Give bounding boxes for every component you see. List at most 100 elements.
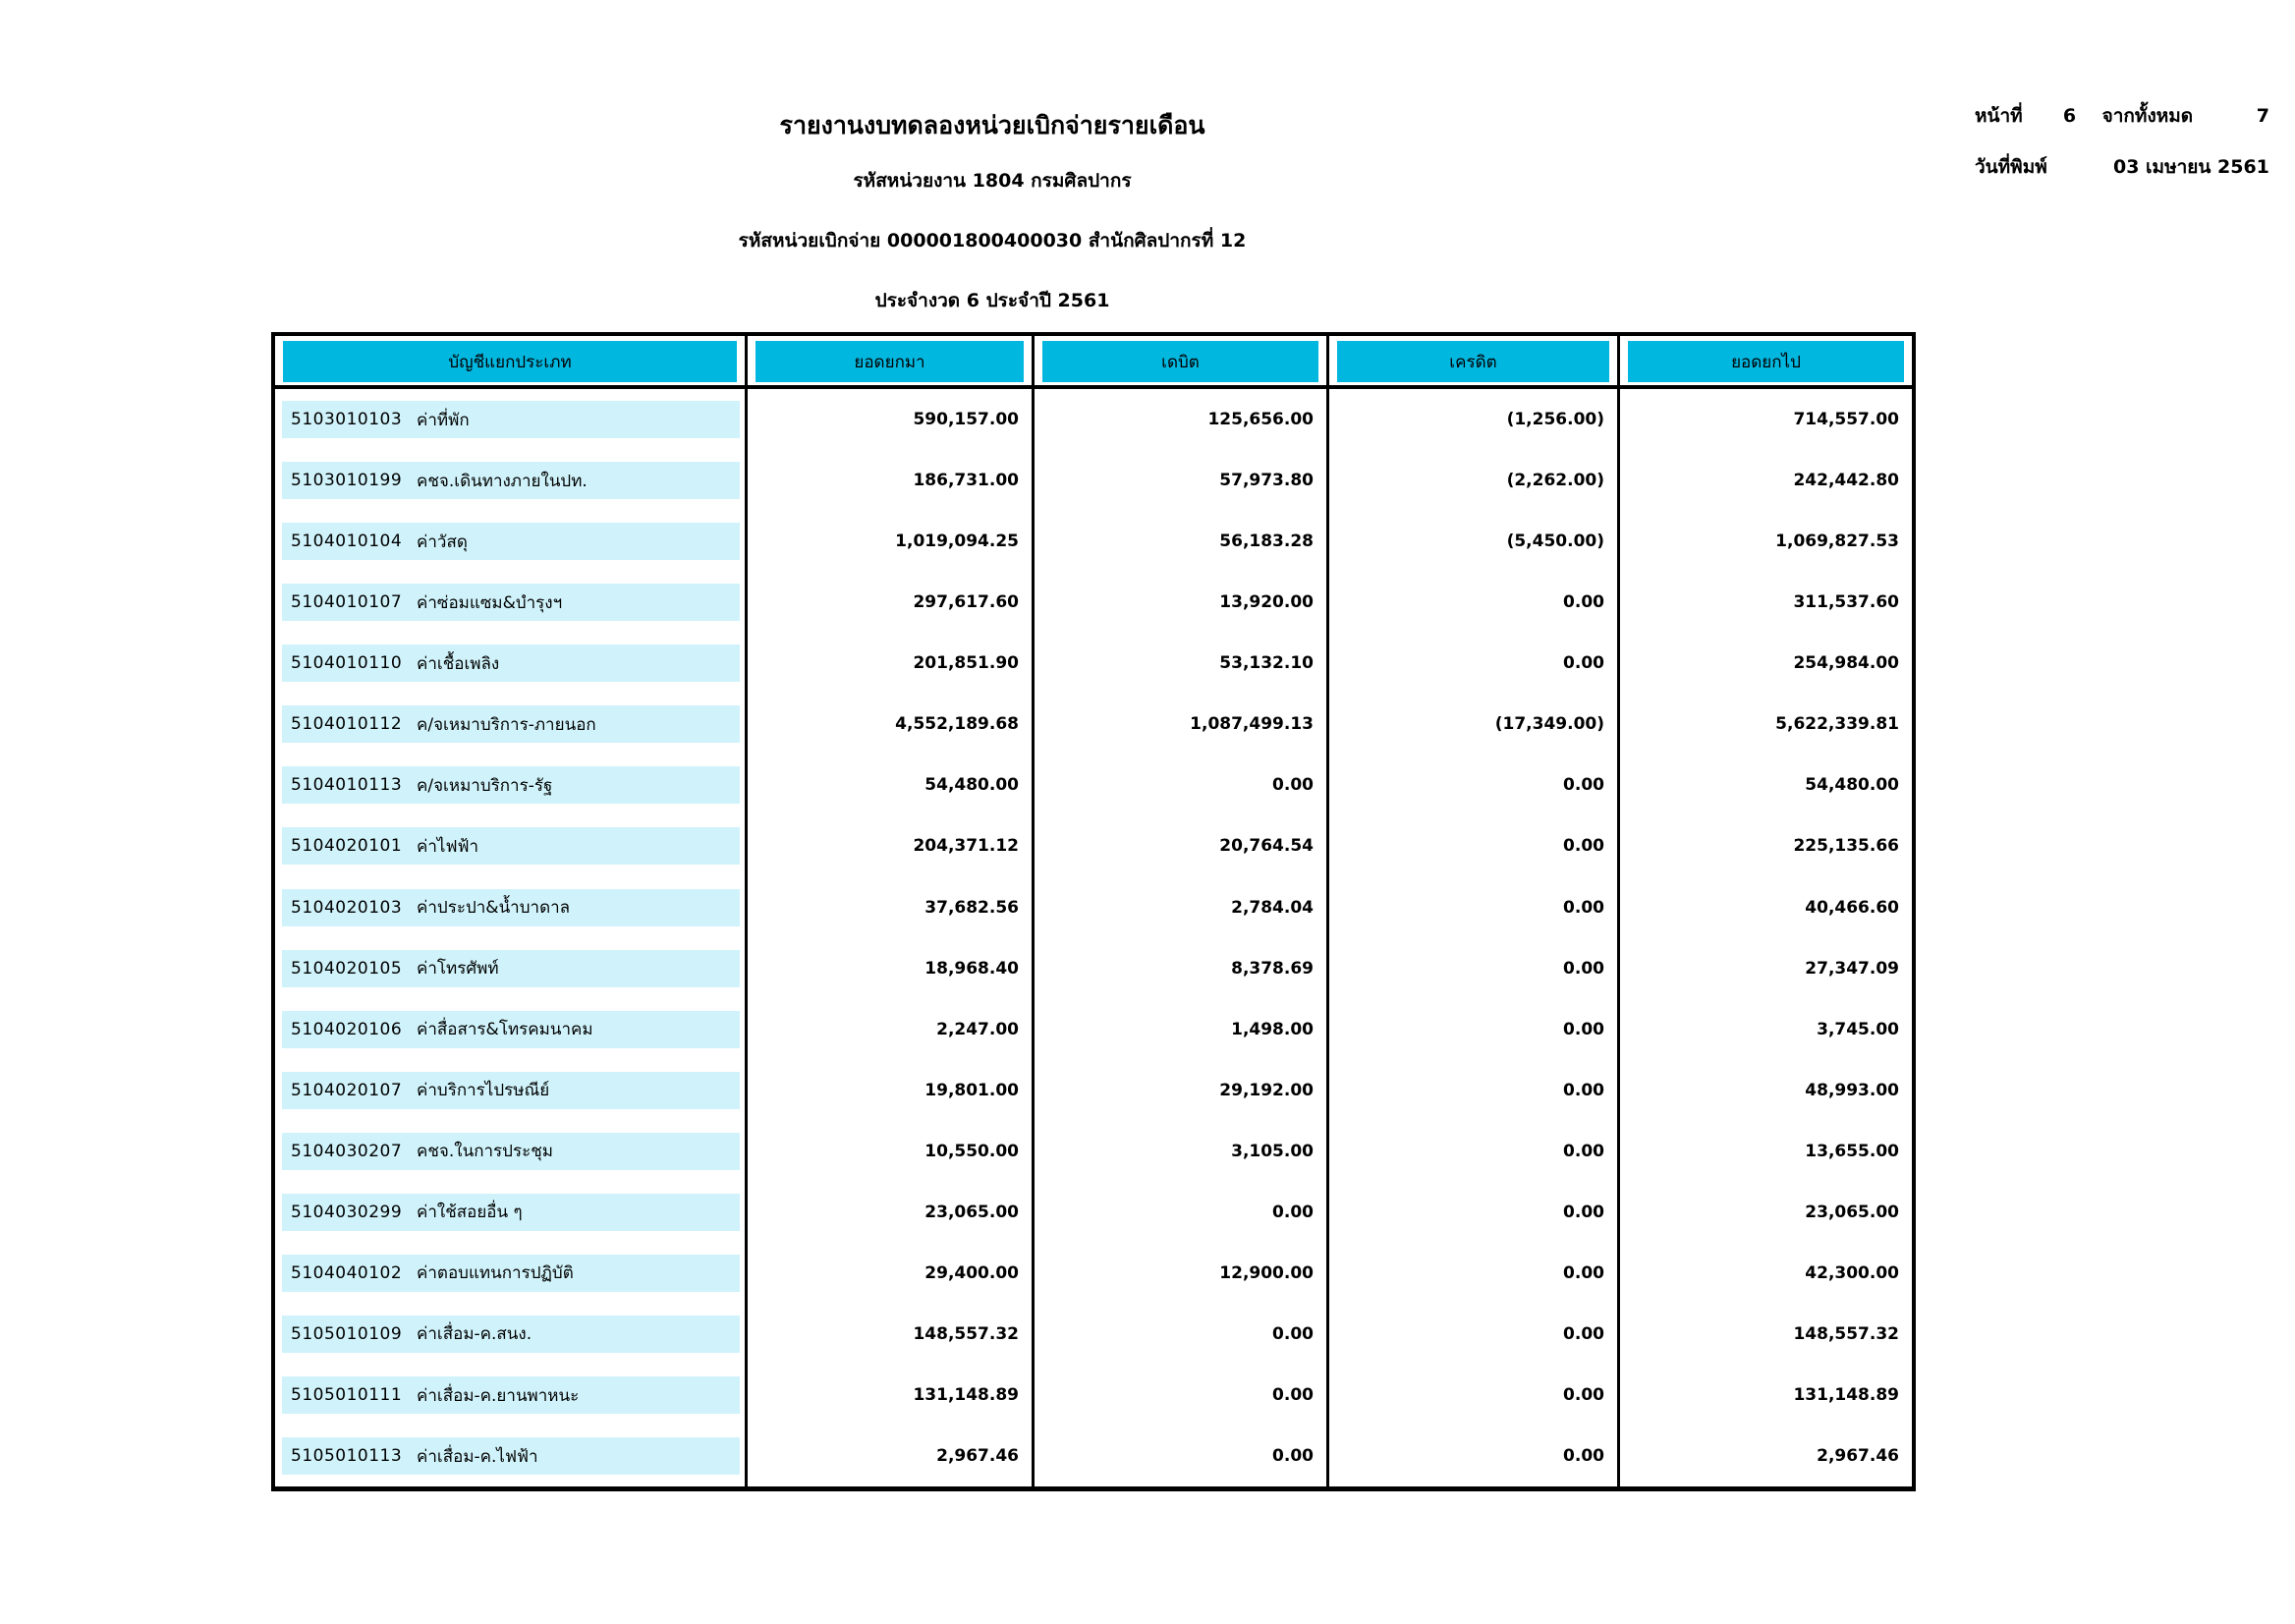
table-row: 5104010104 ค่าวัสดุ 1,019,094.25 56,183.… (275, 511, 1912, 573)
page-info: หน้าที่ 6 จากทั้งหมด 7 วันที่พิมพ์ 03 เม… (1975, 101, 2269, 203)
account-highlight: 5103010103 ค่าที่พัก (282, 401, 740, 438)
account-cell: 5104020105 ค่าโทรศัพท์ (275, 937, 748, 999)
credit-cell: 0.00 (1329, 755, 1620, 816)
table-header-row: บัญชีแยกประเภท ยอดยกมา เดบิต เครดิต ยอดย… (275, 336, 1912, 389)
credit-cell: (1,256.00) (1329, 389, 1620, 451)
table-row: 5104030207 คชจ.ในการประชุม 10,550.00 3,1… (275, 1120, 1912, 1182)
account-code: 5104040102 (291, 1262, 403, 1283)
table-row: 5104020106 ค่าสื่อสาร&โทรคมนาคม 2,247.00… (275, 998, 1912, 1060)
carry-over-cell: 714,557.00 (1793, 410, 1899, 430)
carry-forward-cell: 10,550.00 (748, 1120, 1035, 1182)
carry-over-cell: 40,466.60 (1805, 897, 1899, 918)
carry-forward-cell: 590,157.00 (748, 389, 1035, 451)
debit-cell: 57,973.80 (1035, 450, 1329, 512)
account-cell: 5104020107 ค่าบริการไปรษณีย์ (275, 1059, 748, 1121)
header-cell-account: บัญชีแยกประเภท (275, 336, 748, 385)
account-code: 5104010113 (291, 775, 403, 796)
carry-over-cell: 5,622,339.81 (1775, 714, 1899, 735)
debit-cell: 0.00 (1035, 1303, 1329, 1365)
credit-cell: 0.00 (1329, 876, 1620, 938)
account-code: 5104020107 (291, 1080, 403, 1100)
carry-forward-cell: 186,731.00 (748, 450, 1035, 512)
table-row: 5104040102 ค่าตอบแทนการปฏิบัติ 29,400.00… (275, 1242, 1912, 1304)
credit-cell: 0.00 (1329, 1242, 1620, 1304)
table-row: 5103010103 ค่าที่พัก 590,157.00 125,656.… (275, 389, 1912, 451)
account-cell: 5104030299 ค่าใช้สอยอื่น ๆ (275, 1181, 748, 1243)
debit-cell: 1,087,499.13 (1035, 694, 1329, 756)
account-code: 5104010112 (291, 714, 403, 735)
carry-over-cell: 148,557.32 (1793, 1323, 1899, 1344)
account-highlight: 5104020103 ค่าประปา&น้ำบาดาล (282, 888, 740, 926)
account-cell: 5104010113 ค/จเหมาบริการ-รัฐ (275, 755, 748, 816)
header-label-account: บัญชีแยกประเภท (283, 341, 737, 382)
period-line: ประจำงวด 6 ประจำปี 2561 (874, 290, 1110, 311)
account-code: 5105010109 (291, 1323, 403, 1344)
account-name: ค/จเหมาบริการ-รัฐ (417, 775, 553, 796)
carry-over-cell: 311,537.60 (1793, 592, 1899, 613)
carry-over-cell: 242,442.80 (1793, 471, 1899, 491)
print-date: 03 เมษายน 2561 (2113, 156, 2269, 178)
page-label: หน้าที่ (1975, 105, 2023, 127)
account-name: ค่าวัสดุ (417, 532, 468, 552)
carry-forward-cell: 204,371.12 (748, 815, 1035, 877)
account-code: 5104030299 (291, 1202, 403, 1222)
credit-cell: 0.00 (1329, 998, 1620, 1060)
table-body: 5103010103 ค่าที่พัก 590,157.00 125,656.… (275, 389, 1912, 1487)
account-cell: 5103010199 คชจ.เดินทางภายในปท. (275, 450, 748, 512)
carry-forward-cell: 18,968.40 (748, 937, 1035, 999)
credit-cell: 0.00 (1329, 1120, 1620, 1182)
carry-forward-cell: 4,552,189.68 (748, 694, 1035, 756)
page-number: 6 (2062, 105, 2077, 127)
account-code: 5104010110 (291, 653, 403, 674)
carry-over-cell: 23,065.00 (1805, 1202, 1899, 1222)
header-cell-carry-over: ยอดยกไป (1620, 336, 1912, 385)
account-code: 5105010111 (291, 1385, 403, 1405)
account-name: ค/จเหมาบริการ-ภายนอก (417, 714, 596, 735)
header-label-debit: เดบิต (1042, 341, 1318, 382)
account-cell: 5104020106 ค่าสื่อสาร&โทรคมนาคม (275, 998, 748, 1060)
header-cell-credit: เครดิต (1329, 336, 1620, 385)
debit-cell: 20,764.54 (1035, 815, 1329, 877)
table-row: 5104030299 ค่าใช้สอยอื่น ๆ 23,065.00 0.0… (275, 1181, 1912, 1243)
credit-cell: (17,349.00) (1329, 694, 1620, 756)
account-name: ค่าเสื่อม-ค.สนง. (417, 1324, 532, 1345)
debit-cell: 2,784.04 (1035, 876, 1329, 938)
carry-forward-cell: 37,682.56 (748, 876, 1035, 938)
account-name: ค่าประปา&น้ำบาดาล (417, 898, 571, 918)
account-cell: 5104020101 ค่าไฟฟ้า (275, 815, 748, 877)
carry-forward-cell: 23,065.00 (748, 1181, 1035, 1243)
account-highlight: 5104040102 ค่าตอบแทนการปฏิบัติ (282, 1254, 740, 1292)
debit-cell: 0.00 (1035, 755, 1329, 816)
carry-over-cell: 254,984.00 (1793, 653, 1899, 674)
account-name: ค่าไฟฟ้า (417, 836, 479, 857)
account-cell: 5104010112 ค/จเหมาบริการ-ภายนอก (275, 694, 748, 756)
account-name: คชจ.เดินทางภายในปท. (417, 471, 588, 491)
table-row: 5103010199 คชจ.เดินทางภายในปท. 186,731.0… (275, 450, 1912, 512)
account-cell: 5105010113 ค่าเสื่อม-ค.ไฟฟ้า (275, 1426, 748, 1487)
account-code: 5103010199 (291, 471, 403, 491)
report-title-block: รายงานงบทดลองหน่วยเบิกจ่ายรายเดือน รหัสห… (271, 106, 1713, 315)
debit-cell: 8,378.69 (1035, 937, 1329, 999)
account-name: ค่าใช้สอยอื่น ๆ (417, 1203, 523, 1223)
carry-forward-cell: 29,400.00 (748, 1242, 1035, 1304)
carry-over-cell: 3,745.00 (1817, 1019, 1899, 1039)
credit-cell: 0.00 (1329, 1059, 1620, 1121)
credit-cell: 0.00 (1329, 633, 1620, 695)
account-highlight: 5104010107 ค่าซ่อมแซม&บำรุงฯ (282, 584, 740, 622)
account-cell: 5104020103 ค่าประปา&น้ำบาดาล (275, 876, 748, 938)
account-code: 5105010113 (291, 1446, 403, 1467)
account-highlight: 5105010109 ค่าเสื่อม-ค.สนง. (282, 1315, 740, 1353)
account-highlight: 5104020106 ค่าสื่อสาร&โทรคมนาคม (282, 1010, 740, 1048)
carry-over-cell: 54,480.00 (1805, 775, 1899, 796)
carry-over-cell: 27,347.09 (1805, 958, 1899, 979)
carry-over-cell: 1,069,827.53 (1775, 532, 1899, 552)
carry-forward-cell: 201,851.90 (748, 633, 1035, 695)
account-highlight: 5105010113 ค่าเสื่อม-ค.ไฟฟ้า (282, 1437, 740, 1476)
credit-cell: (2,262.00) (1329, 450, 1620, 512)
carry-over-cell: 131,148.89 (1793, 1385, 1899, 1406)
account-cell: 5104010110 ค่าเชื้อเพลิง (275, 633, 748, 695)
debit-cell: 56,183.28 (1035, 511, 1329, 573)
credit-cell: (5,450.00) (1329, 511, 1620, 573)
carry-forward-cell: 297,617.60 (748, 572, 1035, 634)
credit-cell: 0.00 (1329, 1426, 1620, 1487)
